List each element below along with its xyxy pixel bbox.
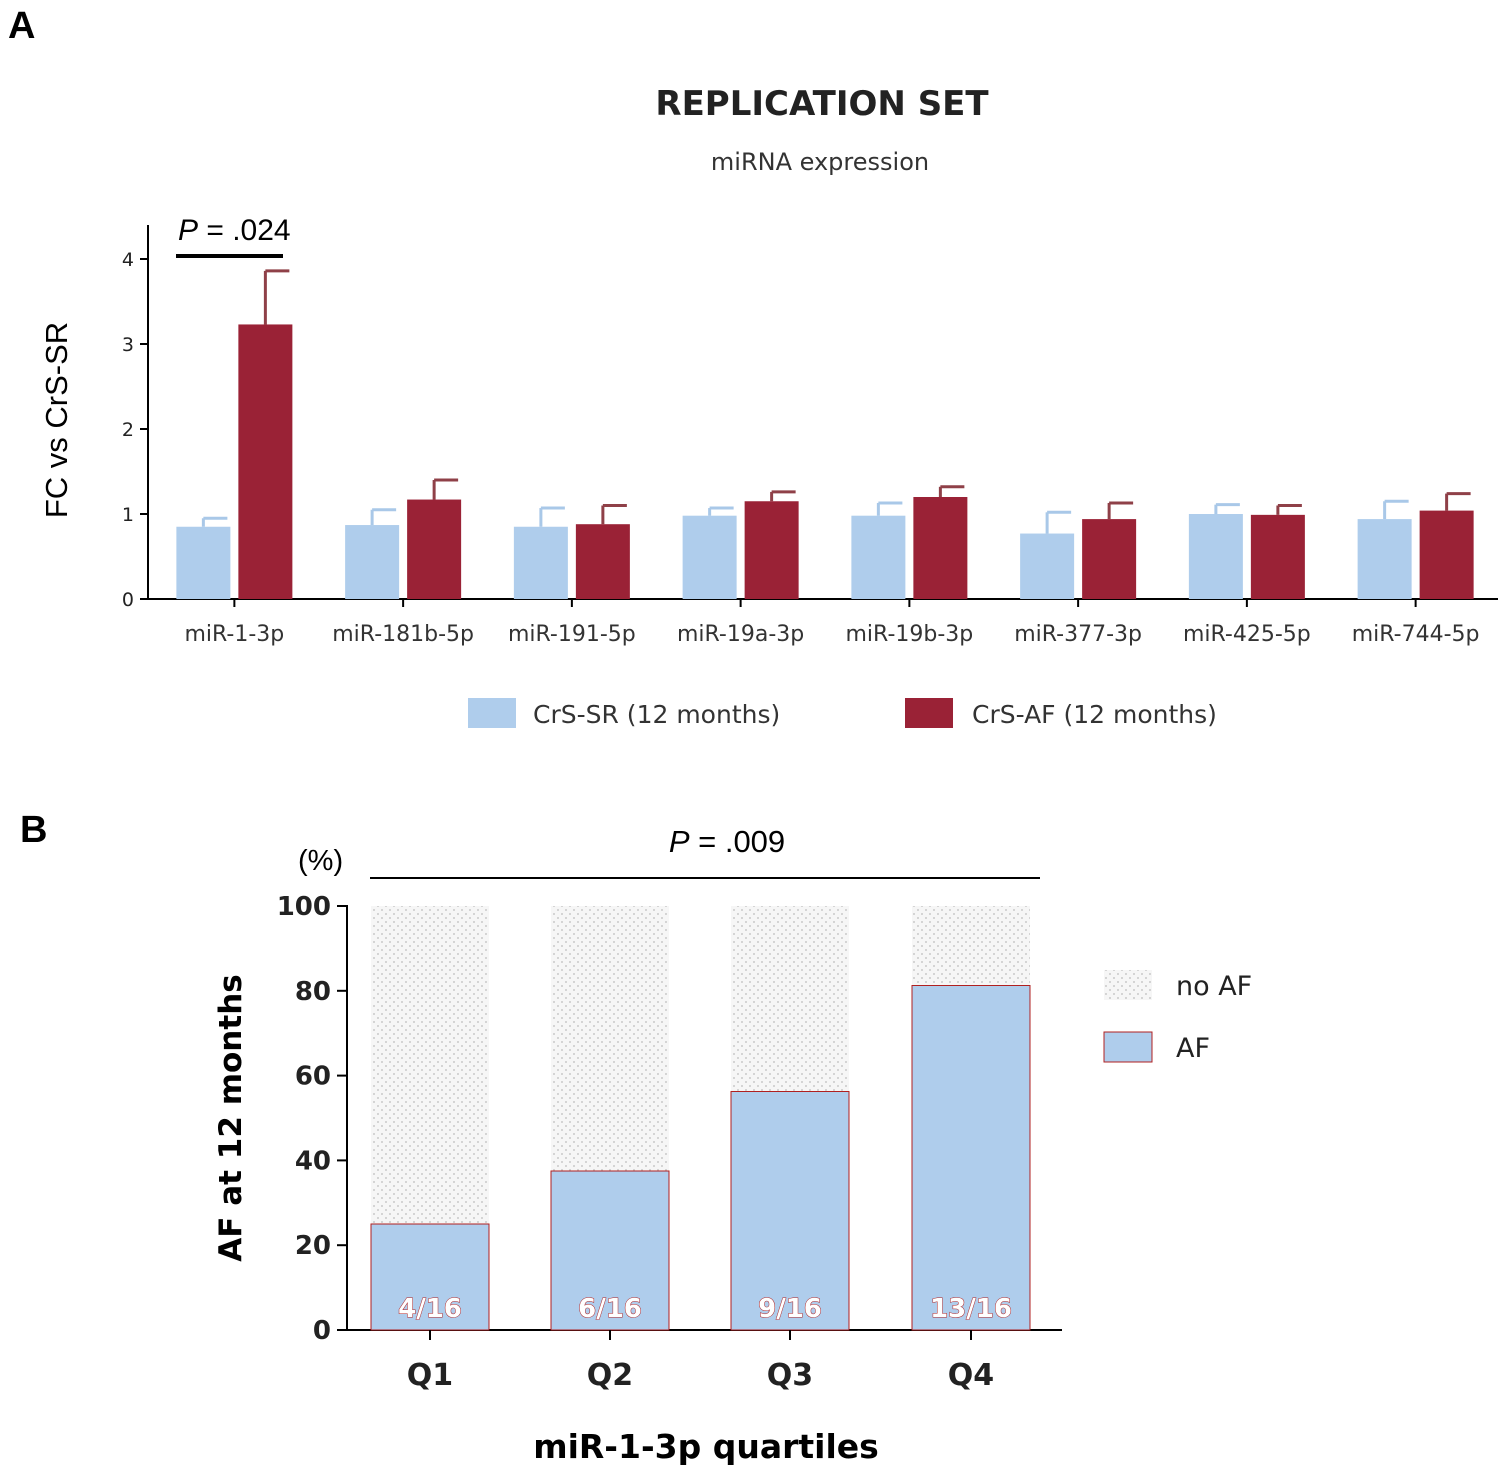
chart-b: 0 20 40 60 80 100 4/16 Q1 6/16 Q2 9/16 Q3 13/16 Q4 (277, 892, 1062, 1393)
bar-crs-af (1250, 514, 1305, 599)
chart-a-xtick-label: miR-744-5p (1352, 622, 1480, 647)
chart-a-xtick-label: miR-181b-5p (332, 622, 474, 647)
chart-a-ytick-label: 3 (122, 334, 134, 356)
bar-crs-sr (345, 525, 400, 599)
bar-crs-sr (1188, 514, 1243, 599)
chart-b-ytick-label: 0 (313, 1316, 331, 1346)
chart-b-pvalue-p: P (669, 824, 690, 859)
chart-a-ytick-label: 2 (122, 419, 134, 441)
bar-crs-af (744, 501, 799, 599)
chart-a-xtick-label: miR-1-3p (184, 622, 284, 647)
chart-a-xtick-label: miR-377-3p (1014, 622, 1142, 647)
panel-b-label: B (20, 809, 47, 851)
chart-a-xtick-label: miR-19b-3p (846, 622, 974, 647)
chart-a: 0 1 2 3 4 miR-1-3p miR-181b-5p miR-191-5p miR-19… (122, 225, 1498, 647)
bar-count-label: 6/16 (578, 1294, 642, 1324)
bar-crs-af (913, 497, 968, 599)
chart-b-xtick-label: Q1 (407, 1358, 453, 1393)
chart-b-ytick-label: 100 (277, 892, 331, 922)
chart-b-ytick-label: 40 (295, 1146, 331, 1176)
legend-swatch-af-b (1103, 1031, 1153, 1063)
panel-a-label: A (8, 5, 35, 47)
bar-crs-af (1082, 519, 1137, 599)
bar-crs-sr (513, 526, 568, 599)
chart-a-ytick-label: 1 (122, 504, 134, 526)
chart-b-ytick-label: 80 (295, 977, 331, 1007)
bar-af (550, 1170, 670, 1331)
chart-b-xtick-label: Q4 (948, 1358, 994, 1393)
chart-a-ylabel: FC vs CrS-SR (39, 322, 74, 518)
chart-a-pvalue: P = .024 (178, 214, 291, 247)
bar-crs-af (238, 324, 293, 599)
chart-b-pvalue: P = .009 (669, 824, 785, 859)
chart-b-ylabel: AF at 12 months (213, 974, 249, 1261)
bar-no-af (912, 906, 1030, 986)
legend-label-noaf: no AF (1176, 971, 1252, 1002)
bar-crs-sr (682, 515, 737, 599)
chart-b-yunit: (%) (298, 845, 343, 877)
chart-a-xtick-label: miR-19a-3p (677, 622, 804, 647)
bar-count-label: 4/16 (398, 1294, 462, 1324)
chart-a-xtick-label: miR-191-5p (508, 622, 636, 647)
chart-a-subtitle: miRNA expression (711, 148, 929, 176)
bar-no-af (551, 906, 669, 1171)
chart-a-pvalue-p: P (178, 214, 198, 247)
bar-crs-af (1419, 510, 1474, 599)
bar-count-label: 13/16 (930, 1294, 1012, 1324)
legend-label-af: CrS-AF (12 months) (972, 700, 1217, 729)
chart-b-xlabel: miR-1-3p quartiles (533, 1427, 879, 1466)
bar-crs-sr (1357, 519, 1412, 599)
chart-a-ytick-label: 4 (122, 249, 134, 271)
bar-crs-af (407, 499, 462, 599)
bar-count-label: 9/16 (758, 1294, 822, 1324)
legend-swatch-sr (468, 698, 516, 728)
bar-af (370, 1223, 490, 1331)
bar-no-af (731, 906, 849, 1092)
bar-crs-af (575, 524, 630, 599)
chart-b-ytick-label: 20 (295, 1231, 331, 1261)
chart-a-xtick-label: miR-425-5p (1183, 622, 1311, 647)
chart-a-pvalue-text: = .024 (198, 214, 291, 247)
bar-crs-sr (176, 526, 231, 599)
chart-b-pvalue-text: = .009 (690, 824, 786, 859)
chart-a-title: REPLICATION SET (655, 84, 989, 124)
legend-swatch-noaf (1104, 970, 1152, 1000)
chart-a-ytick-label: 0 (122, 589, 134, 611)
bar-no-af (371, 906, 489, 1224)
bar-af (730, 1091, 850, 1331)
chart-b-ytick-label: 60 (295, 1062, 331, 1092)
bar-af (911, 985, 1031, 1331)
bar-crs-sr (1020, 533, 1075, 599)
bar-crs-sr (851, 515, 906, 599)
chart-b-xtick-label: Q2 (587, 1358, 633, 1393)
legend-label-af-b: AF (1176, 1033, 1210, 1064)
legend-label-sr: CrS-SR (12 months) (533, 700, 780, 729)
legend-swatch-af (905, 698, 953, 728)
chart-b-xtick-label: Q3 (767, 1358, 813, 1393)
